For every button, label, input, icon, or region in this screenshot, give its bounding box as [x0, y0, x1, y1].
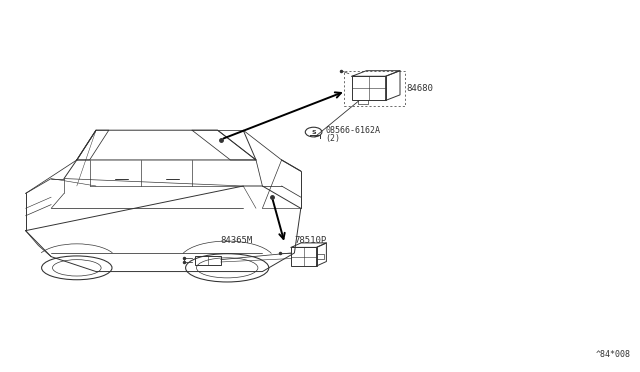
Text: S: S — [311, 129, 316, 135]
Text: (2): (2) — [325, 134, 340, 143]
Text: 78510P: 78510P — [294, 236, 326, 245]
Text: 08566-6162A: 08566-6162A — [325, 126, 380, 135]
Text: 84365M: 84365M — [221, 236, 253, 245]
Text: 84680: 84680 — [406, 84, 433, 93]
Text: ^84*008: ^84*008 — [595, 350, 630, 359]
